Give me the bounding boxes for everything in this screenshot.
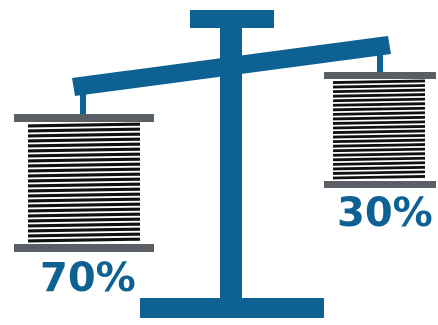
right-coil-winding [333, 165, 425, 171]
right-coil-winding [333, 152, 425, 157]
left-coil-winding [28, 157, 140, 163]
left-coil-winding [28, 202, 140, 208]
right-coil-winding [333, 138, 425, 144]
right-hanger [377, 50, 383, 72]
left-coil-winding [28, 162, 140, 168]
right-coil-winding [333, 175, 425, 180]
right-weight-bottom-plate [324, 181, 436, 188]
left-coil-winding [28, 177, 140, 183]
scale-beam [72, 36, 391, 96]
left-coil-winding [28, 167, 140, 173]
left-coil-winding [28, 147, 140, 153]
right-coil-winding [333, 106, 425, 112]
right-weight [324, 72, 436, 188]
right-coil-winding [333, 161, 425, 166]
left-coil-winding [28, 182, 140, 188]
right-coil-winding [333, 79, 425, 84]
right-coil-winding [333, 84, 425, 89]
right-coil-winding [333, 125, 425, 130]
right-coil-winding [333, 93, 425, 98]
left-weight [14, 114, 154, 252]
left-coil-winding [28, 207, 140, 213]
right-coil-winding [333, 143, 425, 148]
scale-pillar [220, 28, 242, 300]
right-weight-top-plate [324, 72, 436, 79]
left-coil-winding [28, 137, 140, 143]
left-coil-winding [28, 237, 140, 243]
left-hanger [80, 92, 86, 114]
right-coil-winding [333, 111, 425, 116]
right-coil-winding [333, 134, 425, 139]
scale-base [140, 298, 324, 318]
left-coil-winding [28, 197, 140, 203]
right-coil-winding [333, 88, 425, 94]
scale-top-cap [190, 10, 274, 28]
left-coil-winding [28, 222, 140, 228]
left-coil-winding [28, 187, 140, 193]
right-coil-winding [333, 156, 425, 162]
left-weight-coil [28, 122, 140, 243]
right-coil-winding [333, 129, 425, 134]
right-weight-coil [333, 79, 425, 180]
right-coil-winding [333, 97, 425, 103]
left-weight-percentage: 70% [40, 255, 136, 301]
right-coil-winding [333, 120, 425, 125]
right-weight-percentage: 30% [337, 190, 433, 236]
right-coil-winding [333, 170, 425, 175]
left-coil-winding [28, 192, 140, 198]
left-coil-winding [28, 127, 140, 133]
left-coil-winding [28, 227, 140, 233]
left-coil-winding [28, 212, 140, 218]
right-coil-winding [333, 115, 425, 121]
left-coil-winding [28, 232, 140, 238]
left-weight-top-plate [14, 114, 154, 122]
left-coil-winding [28, 217, 140, 223]
left-coil-winding [28, 152, 140, 158]
left-coil-winding [28, 122, 140, 128]
right-coil-winding [333, 147, 425, 153]
left-coil-winding [28, 172, 140, 178]
left-coil-winding [28, 142, 140, 148]
left-coil-winding [28, 132, 140, 138]
right-coil-winding [333, 102, 425, 107]
left-weight-bottom-plate [14, 244, 154, 252]
